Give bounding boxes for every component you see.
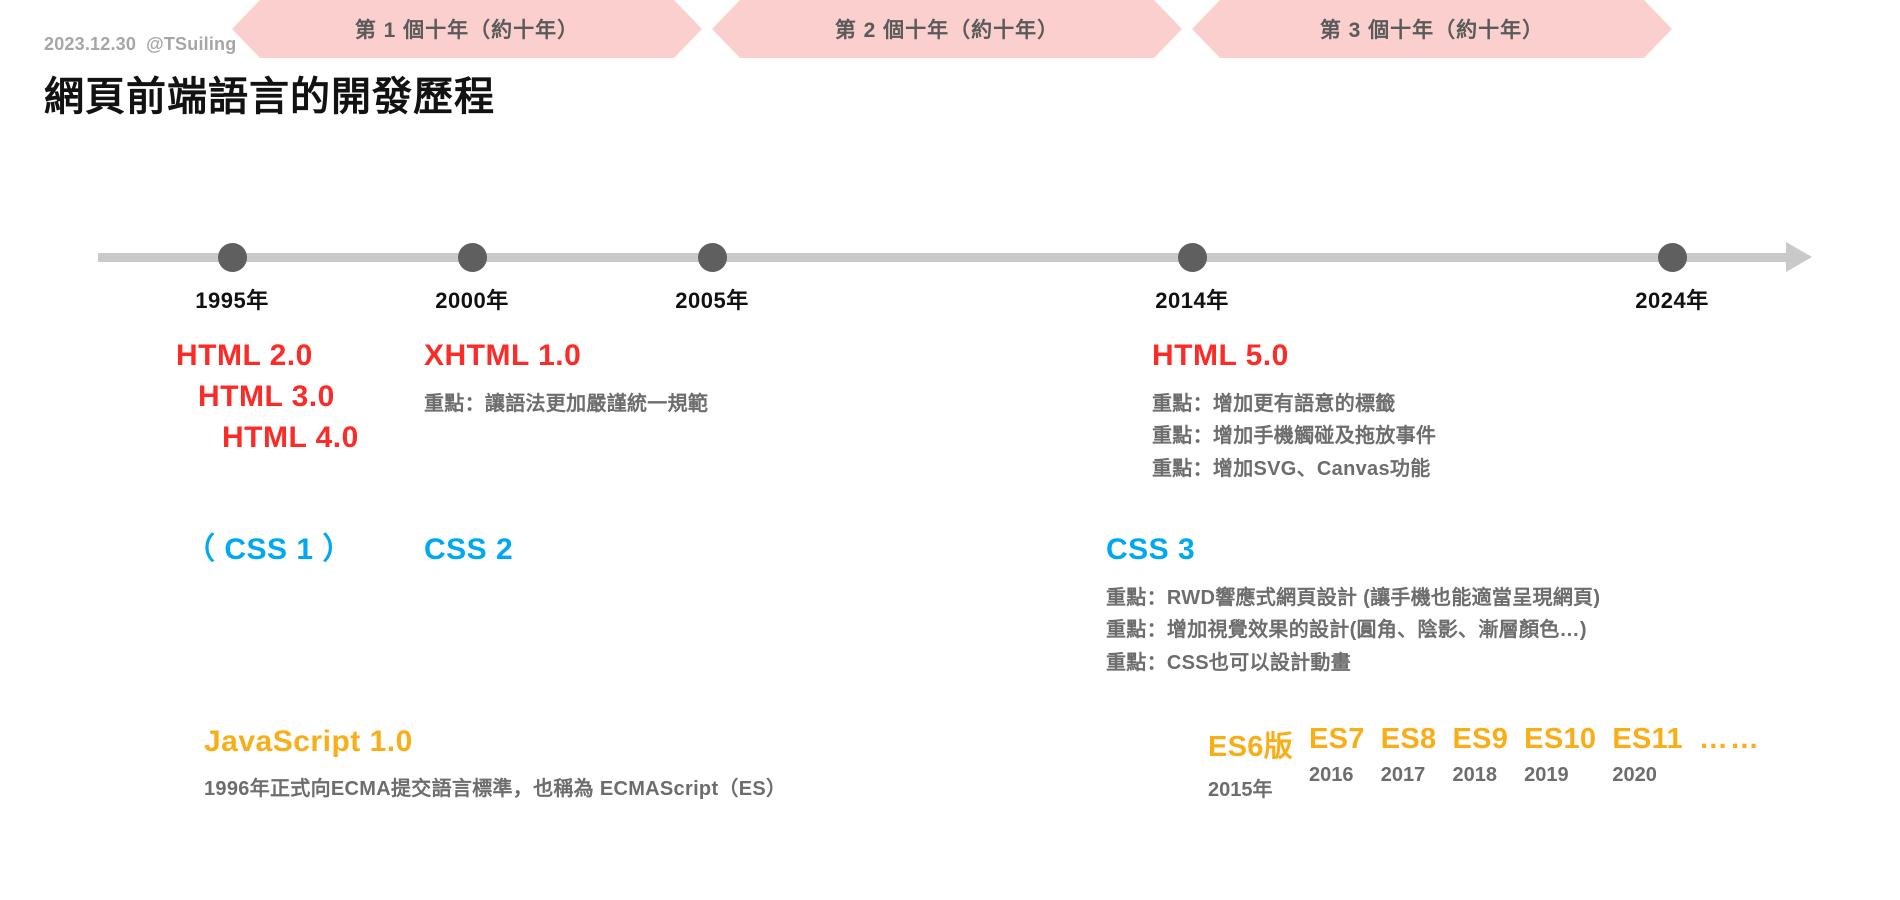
year-label: 2024年 [1635,288,1709,313]
year-label: 2000年 [435,288,509,313]
block-css1: （ CSS 1 ） [185,530,353,571]
es-name: ES11 [1612,723,1683,755]
timeline-dot [217,243,247,272]
html-version-label: HTML 3.0 [198,379,335,413]
ecmascript-version: ES7 2016 [1309,723,1365,787]
es-year: 2015年 [1208,779,1273,801]
timeline-dot [457,243,487,272]
css3-title: CSS 3 [1106,533,1196,566]
es-name: ES8 [1380,723,1437,755]
es-year: 2018 [1452,764,1497,786]
decade-label: 第 2 個十年（約十年） [834,19,1060,42]
timeline-dot [1657,243,1687,272]
es-name: ES10 [1524,723,1597,755]
html5-note: 重點：增加更有語意的標籤 [1152,392,1396,415]
block-css3: CSS 3 重點：RWD響應式網頁設計 (讓手機也能適當呈現網頁) 重點：增加視… [1106,530,1600,679]
xhtml-note: 重點：讓語法更加嚴謹統一規範 [424,392,709,415]
es-name: ES6版 [1208,731,1294,763]
es-name: ES7 [1309,723,1365,755]
ecmascript-version: ES9 2018 [1452,723,1508,787]
es-name: …… [1698,723,1761,755]
byline: 2023.12.30 @TSuiling [44,34,495,55]
html-early-versions: HTML 2.0 HTML 3.0 HTML 4.0 [176,336,359,458]
es-name: ES9 [1452,723,1509,755]
byline-author: @TSuiling [146,34,237,54]
css2-title: CSS 2 [424,533,514,566]
block-css2: CSS 2 [424,530,513,571]
html-version-label: HTML 2.0 [176,339,313,372]
block-html5: HTML 5.0 重點：增加更有語意的標籤 重點：增加手機觸碰及拖放事件 重點：… [1152,336,1436,485]
block-xhtml: XHTML 1.0 重點：讓語法更加嚴謹統一規範 [424,336,708,420]
javascript-note: 1996年正式向ECMA提交語言標準，也稱為 ECMAScript（ES） [204,777,787,800]
decade-arrow-1: 第 1 個十年（約十年） [232,0,702,58]
decade-arrow-3: 第 3 個十年（約十年） [1192,0,1672,58]
byline-date: 2023.12.30 [44,34,137,54]
year-label: 1995年 [195,288,269,313]
ecmascript-version: ES6版 2015年 [1208,723,1293,802]
timeline-dot [697,243,727,272]
css3-note: 重點：RWD響應式網頁設計 (讓手機也能適當呈現網頁) [1106,586,1601,609]
year-label: 2005年 [675,288,749,313]
header: 2023.12.30 @TSuiling 網頁前端語言的開發歷程 [44,34,495,122]
arrow-right-icon [1786,242,1812,272]
es-year: 2019 [1524,764,1569,786]
ecmascript-version: ES8 2017 [1381,723,1437,787]
html-version-label: HTML 4.0 [222,420,359,454]
decade-label: 第 3 個十年（約十年） [1319,19,1545,42]
xhtml-title: XHTML 1.0 [424,339,582,372]
timeline-axis [98,253,1790,262]
ecmascript-version-row: ES6版 2015年 ES7 2016 ES8 2017 ES9 2018 ES… [1208,723,1777,802]
css3-note: 重點：CSS也可以設計動畫 [1106,651,1352,674]
es-year: 2016 [1309,764,1354,786]
css1-title: （ CSS 1 ） [185,533,353,566]
css3-note: 重點：增加視覺效果的設計(圓角、陰影、漸層顏色…) [1106,619,1587,642]
javascript-title: JavaScript 1.0 [204,725,413,758]
html5-note: 重點：增加手機觸碰及拖放事件 [1152,425,1437,448]
ecmascript-version: ES10 2019 [1524,723,1596,787]
html5-title: HTML 5.0 [1152,339,1289,372]
block-javascript: JavaScript 1.0 1996年正式向ECMA提交語言標準，也稱為 EC… [204,722,786,805]
page-title: 網頁前端語言的開發歷程 [44,75,495,119]
decade-label: 第 1 個十年（約十年） [354,19,580,42]
ecmascript-version-more: …… [1699,723,1761,764]
es-year: 2020 [1612,764,1657,786]
es-year: 2017 [1380,764,1426,786]
html5-note: 重點：增加SVG、Canvas功能 [1152,457,1431,480]
decade-arrow-2: 第 2 個十年（約十年） [712,0,1182,58]
ecmascript-version: ES11 2020 [1612,723,1683,787]
block-html-early: HTML 2.0 HTML 3.0 HTML 4.0 [176,336,359,458]
year-label: 2014年 [1155,288,1229,313]
timeline-dot [1177,243,1207,272]
